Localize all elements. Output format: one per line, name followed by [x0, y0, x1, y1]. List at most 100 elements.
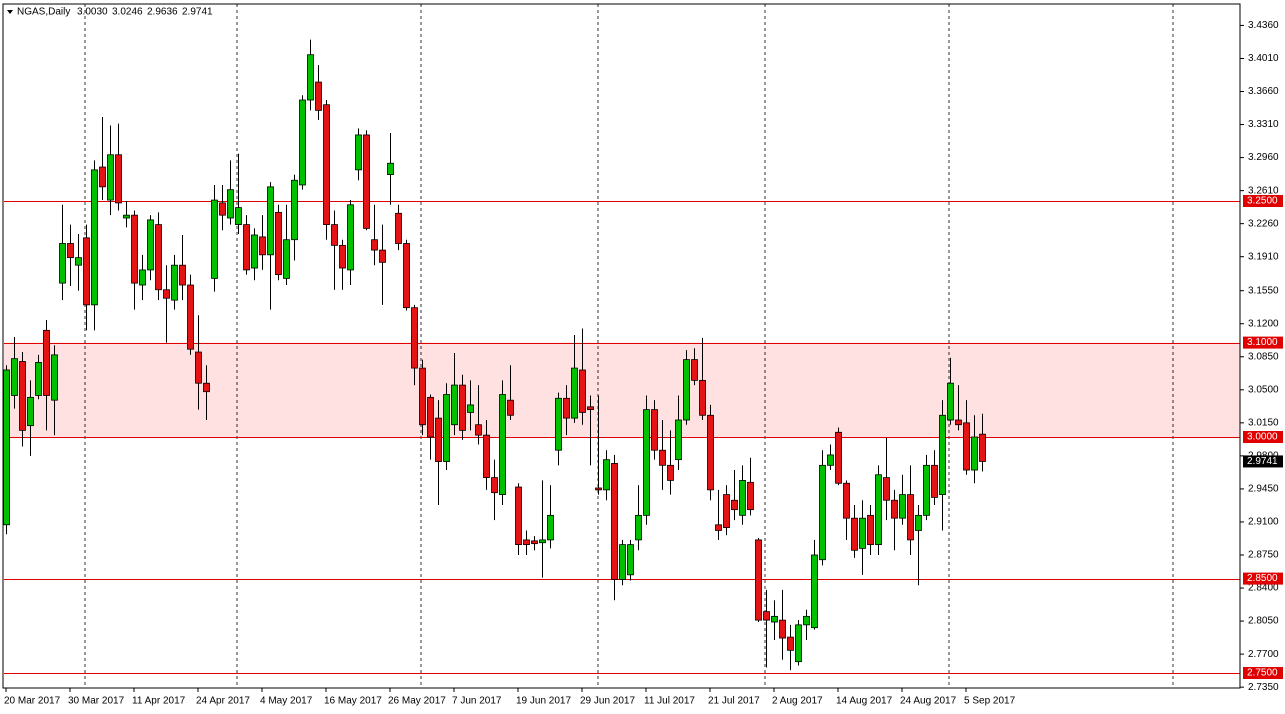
y-tick-label: 3.0850	[1248, 351, 1279, 362]
x-tick-label: 24 Aug 2017	[900, 696, 957, 707]
ohlc-label: 3.0246	[112, 7, 143, 18]
candle-body	[283, 239, 290, 279]
candle-body	[115, 154, 122, 204]
y-tick-label: 2.8050	[1248, 616, 1279, 627]
candle-body	[27, 396, 34, 427]
candle-body	[675, 419, 682, 461]
candle-body	[715, 524, 722, 531]
y-tick-label: 3.0150	[1248, 417, 1279, 428]
candle-body	[451, 384, 458, 426]
candle-body	[323, 104, 330, 226]
candle-body	[91, 169, 98, 306]
candle-body	[859, 517, 866, 549]
candle-body	[883, 477, 890, 501]
candle-body	[19, 361, 26, 431]
candle-body	[187, 284, 194, 350]
candle-body	[499, 394, 506, 495]
candle-body	[547, 514, 554, 541]
candle-body	[291, 179, 298, 241]
candle-body	[691, 359, 698, 381]
candle-body	[971, 436, 978, 471]
candle-body	[915, 514, 922, 531]
candle-body	[747, 481, 754, 511]
candle-body	[867, 514, 874, 546]
x-tick-label: 19 Jun 2017	[516, 696, 571, 707]
candle-body	[587, 406, 594, 411]
y-tick-label: 2.9100	[1248, 517, 1279, 528]
candle-body	[771, 615, 778, 623]
candle-body	[955, 419, 962, 426]
x-tick-label: 29 Jun 2017	[580, 696, 635, 707]
candle-body	[515, 486, 522, 546]
candle-body	[155, 224, 162, 291]
candle-body	[395, 212, 402, 244]
candle-body	[83, 237, 90, 306]
y-tick-label: 2.8750	[1248, 550, 1279, 561]
candle-body	[379, 249, 386, 263]
candle-body	[683, 359, 690, 421]
candle-body	[467, 404, 474, 413]
candle-body	[907, 494, 914, 541]
candle-body	[243, 224, 250, 271]
y-tick-label: 3.4360	[1248, 20, 1279, 31]
level-label-box	[1243, 336, 1283, 349]
candle-body	[579, 369, 586, 413]
y-tick-label: 3.3310	[1248, 119, 1279, 130]
candle-body	[67, 243, 74, 259]
candle-body	[851, 517, 858, 551]
y-tick-label: 2.9450	[1248, 484, 1279, 495]
candle-body	[203, 382, 210, 393]
x-tick-label: 11 Jul 2017	[644, 696, 695, 707]
y-tick-label: 2.8400	[1248, 583, 1279, 594]
x-tick-label: 26 May 2017	[388, 696, 446, 707]
candle-body	[99, 166, 106, 188]
candle-body	[763, 611, 770, 621]
candle-body	[731, 499, 738, 511]
candle-body	[819, 464, 826, 561]
candle-body	[939, 414, 946, 495]
y-tick-label: 3.2610	[1248, 185, 1279, 196]
candle-body	[259, 236, 266, 256]
candle-body	[59, 243, 66, 284]
x-tick-label: 16 May 2017	[324, 696, 382, 707]
chart-title: NGAS,Daily	[17, 7, 70, 18]
candle-body	[707, 414, 714, 491]
x-tick-label: 5 Sep 2017	[964, 696, 1016, 707]
y-tick-label: 2.7700	[1248, 649, 1279, 660]
candle-body	[723, 494, 730, 529]
x-tick-label: 20 Mar 2017	[4, 696, 61, 707]
candle-body	[595, 487, 602, 491]
candle-body	[459, 384, 466, 431]
candle-body	[363, 134, 370, 229]
last-price-label: 2.9741	[1247, 456, 1278, 467]
candle-body	[843, 482, 850, 519]
candle-body	[803, 615, 810, 626]
x-tick-label: 2 Aug 2017	[772, 696, 823, 707]
ohlc-label: 3.0030	[77, 7, 108, 18]
level-label: 3.0000	[1247, 432, 1278, 443]
candle-body	[931, 464, 938, 498]
candle-body	[163, 289, 170, 299]
candle-body	[387, 162, 394, 175]
x-tick-label: 30 Mar 2017	[68, 696, 125, 707]
candle-body	[611, 463, 618, 580]
y-tick-label: 3.3660	[1248, 86, 1279, 97]
candle-body	[875, 474, 882, 546]
candle-body	[427, 396, 434, 438]
ohlc-label: 2.9741	[182, 7, 213, 18]
candle-body	[147, 219, 154, 271]
level-label-box	[1243, 666, 1283, 679]
candle-body	[899, 494, 906, 519]
candle-body	[667, 464, 674, 481]
candle-body	[51, 354, 58, 401]
candle-body	[635, 514, 642, 541]
x-tick-label: 21 Jul 2017	[708, 696, 760, 707]
candle-body	[963, 422, 970, 471]
candle-body	[475, 424, 482, 436]
candle-body	[179, 264, 186, 286]
level-label: 2.7500	[1247, 668, 1278, 679]
last-price-box	[1243, 455, 1283, 468]
candle-body	[891, 499, 898, 519]
y-tick-label: 3.1550	[1248, 285, 1279, 296]
